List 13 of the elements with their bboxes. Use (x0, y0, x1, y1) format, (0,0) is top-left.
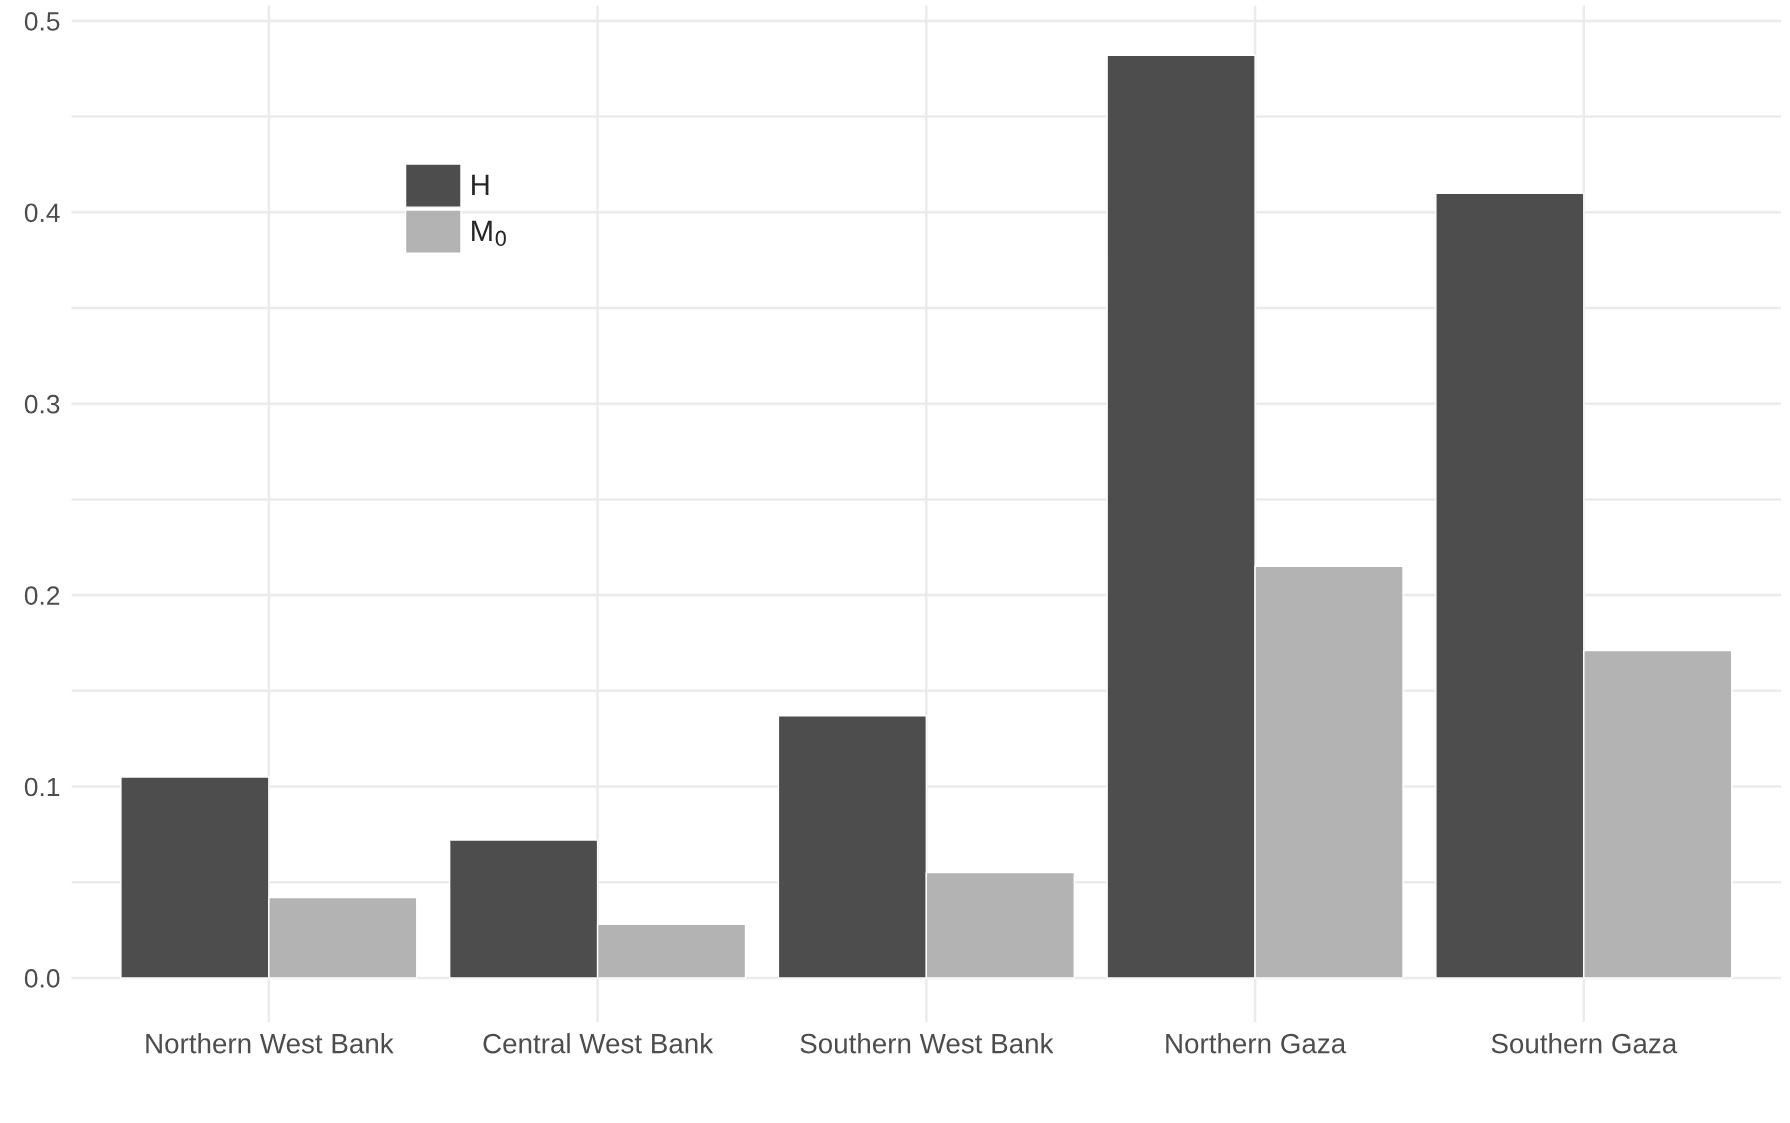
y-tick-label: 0.3 (24, 394, 60, 414)
legend-label: M$_{0}$ (472, 220, 506, 246)
x-tick-label: Southern West Bank (800, 1033, 1054, 1054)
y-tick-label: 0.5 (24, 12, 60, 31)
y-tick-label: 0.2 (24, 586, 60, 605)
x-tick-label: Southern Gaza (1491, 1033, 1678, 1054)
y-tick-label: 0.4 (24, 203, 60, 223)
y-tick-label: 0.1 (24, 777, 60, 797)
legend-label: H (472, 174, 489, 195)
x-tick-label: Northern West Bank (146, 1033, 394, 1054)
x-tick-label: Northern Gaza (1166, 1033, 1347, 1054)
x-tick-label: Central West Bank (483, 1033, 714, 1054)
y-tick-label: 0.0 (24, 969, 60, 988)
